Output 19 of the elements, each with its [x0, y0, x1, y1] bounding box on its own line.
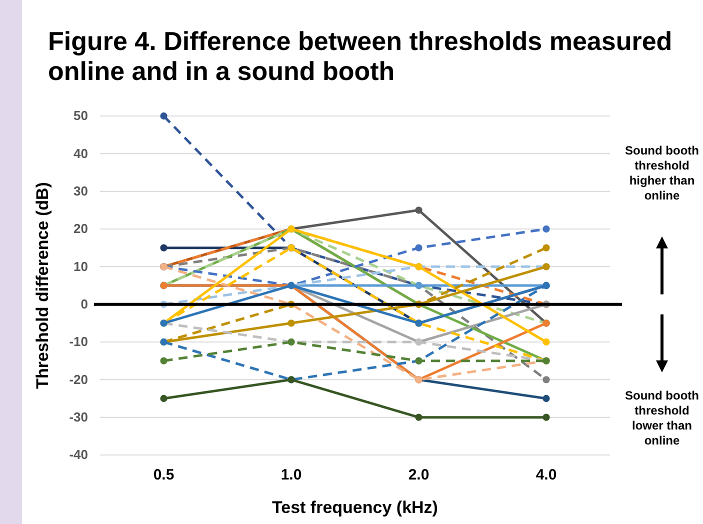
y-tick-label: 50	[74, 108, 88, 124]
y-tick-label: 40	[74, 146, 88, 161]
x-tick-label: 0.5	[153, 466, 174, 484]
text: Sound booth threshold lower than online	[625, 388, 699, 448]
chart-title: Figure 4. Difference between thresholds measured online and in a sound booth	[48, 26, 672, 86]
x-tick-label: 1.0	[280, 466, 302, 484]
y-tick-label: -40	[69, 447, 88, 462]
x-tick-label: 2.0	[408, 466, 430, 484]
y-axis-title: Threshold difference (dB)	[33, 182, 52, 389]
y-tick-label: -30	[69, 409, 88, 424]
y-tick-label: 0	[80, 296, 88, 312]
x-axis-title: Test frequency (kHz)	[272, 498, 438, 517]
y-tick-label: 10	[74, 258, 88, 274]
x-tick-label: 4.0	[536, 466, 557, 484]
text: Sound booth threshold higher than online	[625, 143, 699, 202]
y-tick-label: -20	[69, 372, 88, 387]
y-tick-label: 20	[74, 221, 88, 236]
y-tick-label: -10	[69, 334, 88, 350]
y-tick-label: 30	[74, 183, 88, 198]
